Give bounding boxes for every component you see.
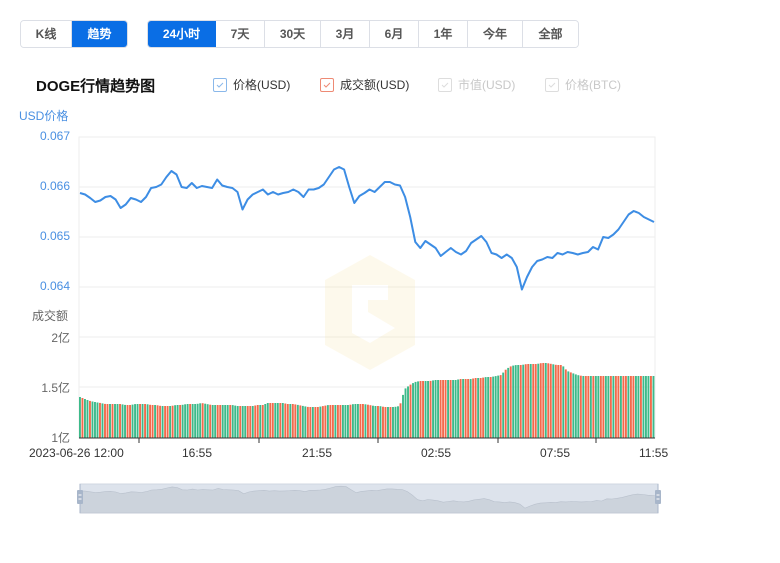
range-7d[interactable]: 7天 (216, 21, 265, 47)
tab-kline[interactable]: K线 (21, 21, 72, 47)
chart-grid (78, 136, 656, 439)
x-tick: 16:55 (182, 446, 213, 460)
checkbox-checked-icon[interactable] (213, 77, 227, 92)
legend-label: 价格(USD) (233, 78, 291, 92)
legend-label: 成交额(USD) (340, 78, 410, 92)
tab-trend[interactable]: 趋势 (72, 21, 127, 47)
zoom-handle-left[interactable] (77, 490, 83, 504)
volume-axis-title: 成交额 (32, 309, 69, 323)
zoom-preview-area (79, 485, 659, 514)
price-axis-title: USD价格 (19, 109, 69, 123)
range-6m[interactable]: 6月 (370, 21, 419, 47)
legend-price-btc[interactable]: 价格(BTC) (545, 76, 621, 93)
range-ytd[interactable]: 今年 (468, 21, 523, 47)
x-tick: 02:55 (421, 446, 452, 460)
volume-tick: 1.5亿 (41, 381, 70, 395)
x-axis-ticks (138, 438, 597, 443)
legend-label: 价格(BTC) (565, 78, 621, 92)
view-mode-toggle: K线 趋势 (20, 20, 128, 48)
legend-volume-usd[interactable]: 成交额(USD) (320, 76, 409, 93)
data-zoom-slider[interactable] (77, 483, 661, 514)
price-tick: 0.066 (39, 179, 70, 193)
range-all[interactable]: 全部 (523, 21, 578, 47)
legend-market-cap-usd[interactable]: 市值(USD) (438, 76, 515, 93)
time-range-selector: 24小时 7天 30天 3月 6月 1年 今年 全部 (147, 20, 579, 48)
checkbox-checked-icon[interactable] (320, 77, 334, 92)
x-tick: 11:55 (639, 446, 669, 460)
legend-label: 市值(USD) (458, 78, 516, 92)
price-tick: 0.064 (39, 279, 70, 293)
range-3m[interactable]: 3月 (321, 21, 370, 47)
x-tick: 21:55 (302, 446, 333, 460)
zoom-handle-right[interactable] (655, 490, 661, 504)
volume-tick: 2亿 (51, 331, 70, 345)
range-24h[interactable]: 24小时 (148, 21, 216, 47)
price-tick: 0.065 (39, 229, 70, 243)
watermark-logo-icon (325, 255, 415, 370)
price-tick: 0.067 (39, 129, 70, 143)
volume-bars (79, 363, 655, 438)
x-tick: 2023-06-26 12:00 (29, 446, 124, 460)
range-30d[interactable]: 30天 (265, 21, 321, 47)
price-line (79, 166, 655, 291)
range-1y[interactable]: 1年 (419, 21, 468, 47)
checkbox-checked-icon[interactable] (438, 77, 452, 92)
volume-tick: 1亿 (51, 431, 70, 445)
chart-title: DOGE行情趋势图 (36, 78, 156, 95)
x-tick: 07:55 (540, 446, 571, 460)
legend-price-usd[interactable]: 价格(USD) (213, 76, 290, 93)
checkbox-checked-icon[interactable] (545, 77, 559, 92)
